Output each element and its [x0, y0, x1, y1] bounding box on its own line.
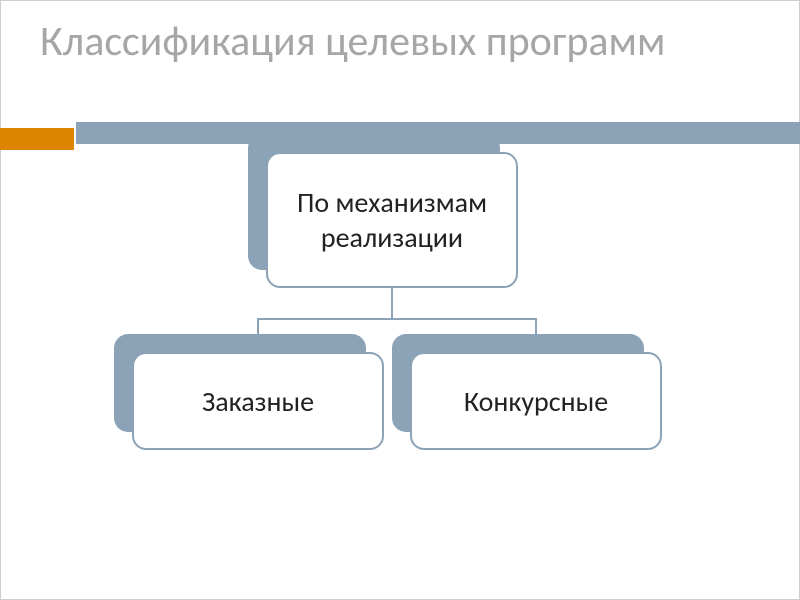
node-label: Конкурсные: [464, 384, 608, 419]
node-box: Конкурсные: [410, 352, 662, 450]
node-box: По механизмам реализации: [266, 152, 518, 288]
connector-horizontal: [257, 318, 537, 320]
tree-node-left: Заказные: [132, 352, 384, 450]
tree-diagram: По механизмам реализации Заказные Конкур…: [0, 130, 800, 550]
connector-root-down: [391, 288, 393, 318]
tree-node-root: По механизмам реализации: [266, 152, 518, 288]
node-label: Заказные: [202, 384, 314, 419]
node-label: По механизмам реализации: [280, 185, 504, 255]
tree-node-right: Конкурсные: [410, 352, 662, 450]
page-title: Классификация целевых программ: [40, 18, 665, 66]
node-box: Заказные: [132, 352, 384, 450]
